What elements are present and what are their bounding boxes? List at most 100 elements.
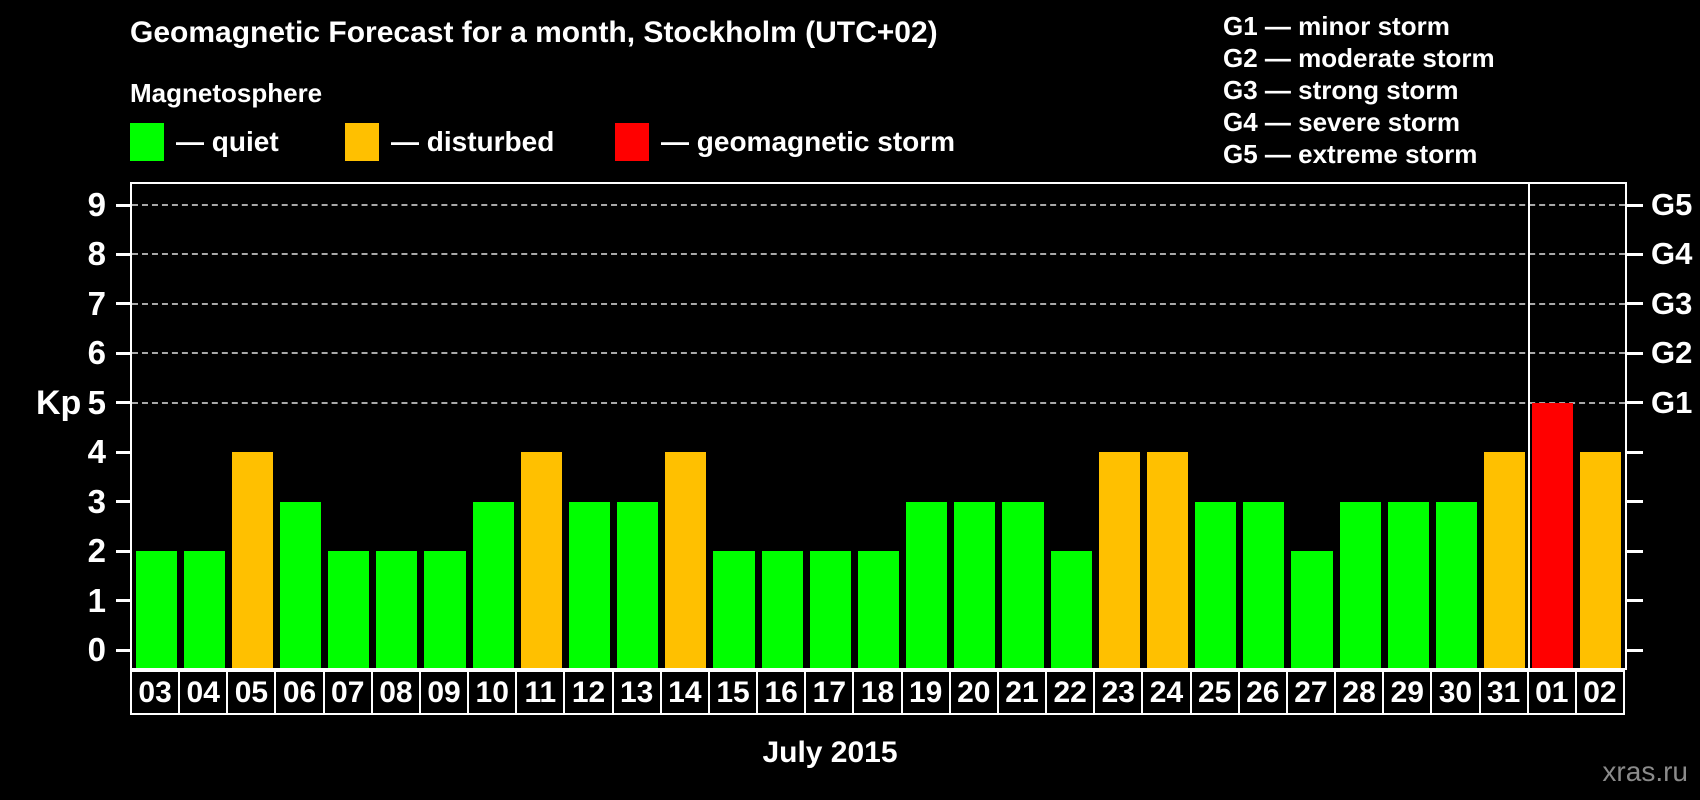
x-tick-box-08: 08 [370, 670, 421, 715]
x-tick-box-28: 28 [1334, 670, 1385, 715]
plot-area: Kp 03 04 05 06 07 08 09 10 11 12 13 14 15 16 17 18 19 20 2… [36, 182, 1692, 715]
bar-day-21 [1002, 501, 1044, 668]
right-tick-kp0 [1627, 648, 1643, 652]
x-tick-box-17: 17 [804, 670, 855, 715]
gridline-kp6 [132, 352, 1625, 355]
left-tick-kp3 [116, 500, 130, 504]
x-axis-title-month: July 2015 [762, 736, 898, 769]
gridline-kp8 [132, 253, 1625, 256]
x-tick-box-22: 22 [1045, 670, 1096, 715]
bar-day-07 [328, 551, 370, 668]
y-tick-label-7: 7 [87, 284, 106, 322]
left-tick-kp2 [116, 549, 130, 553]
x-tick-box-09: 09 [418, 670, 470, 715]
x-tick-box-30: 30 [1430, 670, 1481, 715]
right-tick-kp5 [1627, 401, 1643, 405]
legend-item-disturbed: — disturbed [345, 122, 554, 162]
right-tick-kp9 [1627, 203, 1643, 207]
bar-day-17 [809, 551, 851, 668]
x-tick-box-27: 27 [1285, 670, 1337, 715]
x-tick-box-14: 14 [659, 670, 710, 715]
x-tick-box-01: 01 [1526, 670, 1577, 715]
right-tick-kp3 [1627, 500, 1643, 504]
x-tick-box-19: 19 [900, 670, 951, 715]
y-tick-label-9: 9 [87, 186, 106, 223]
right-tick-kp7 [1627, 302, 1643, 306]
bar-day-25 [1195, 501, 1237, 668]
bar-day-30 [1435, 501, 1477, 668]
left-tick-kp8 [116, 252, 130, 256]
g-scale-label-g5: G5 [1651, 187, 1693, 222]
bar-day-08 [376, 551, 418, 668]
right-tick-kp4 [1627, 450, 1643, 454]
gridline-kp9 [132, 204, 1625, 206]
watermark-xras: xras.ru [1602, 756, 1688, 787]
bar-day-23 [1098, 452, 1140, 668]
x-tick-box-31: 31 [1478, 670, 1529, 715]
legend-storm-label: — geomagnetic storm [661, 126, 956, 157]
gridline-kp7 [132, 302, 1625, 305]
left-tick-kp4 [116, 450, 130, 454]
magnetosphere-label: Magnetosphere [130, 78, 323, 108]
x-tick-box-25: 25 [1189, 670, 1240, 715]
right-tick-kp1 [1627, 599, 1643, 603]
x-tick-box-11: 11 [515, 670, 566, 715]
g-scale-label-g1: G1 [1651, 384, 1693, 420]
right-tick-kp6 [1627, 351, 1643, 355]
bar-day-16 [761, 551, 803, 668]
y-tick-label-3: 3 [87, 482, 106, 520]
y-tick-label-2: 2 [87, 532, 106, 570]
bar-day-03 [135, 551, 177, 668]
bar-day-05 [231, 452, 273, 668]
bar-day-11 [520, 452, 562, 668]
bar-day-10 [472, 501, 514, 668]
bar-day-26 [1243, 501, 1285, 668]
bar-day-18 [857, 551, 900, 668]
x-tick-box-07: 07 [322, 670, 373, 715]
y-tick-label-5: 5 [87, 383, 106, 421]
storm-color-swatch [615, 123, 649, 161]
y-tick-label-4: 4 [87, 433, 106, 471]
y-tick-label-6: 6 [87, 334, 106, 372]
y-axis-title-kp: Kp [36, 384, 82, 422]
g5-legend-line: G5 — extreme storm [1223, 139, 1478, 169]
right-tick-kp2 [1627, 549, 1643, 553]
x-axis-day-labels: 03 04 05 06 07 08 09 10 11 12 13 14 15 16 17 18 19 20 21 22… [130, 670, 1627, 715]
x-tick-box-06: 06 [274, 670, 325, 715]
left-tick-kp6 [116, 351, 130, 355]
bar-day-14 [665, 452, 707, 668]
x-tick-box-21: 21 [996, 670, 1048, 715]
right-tick-kp8 [1627, 252, 1643, 256]
x-tick-box-18: 18 [852, 670, 903, 715]
x-tick-box-03: 03 [130, 670, 181, 715]
bar-day-06 [279, 501, 322, 668]
x-tick-box-02: 02 [1574, 670, 1625, 715]
chart-title: Geomagnetic Forecast for a month, Stockh… [130, 16, 938, 49]
x-tick-box-13: 13 [611, 670, 662, 715]
quiet-color-swatch [130, 123, 164, 161]
bar-day-13 [617, 501, 659, 668]
bar-day-29 [1387, 501, 1429, 668]
g2-legend-line: G2 — moderate storm [1223, 43, 1495, 73]
x-tick-box-15: 15 [707, 670, 759, 715]
bar-day-27 [1291, 551, 1333, 668]
legend-item-quiet: — quiet [130, 122, 279, 162]
left-tick-kp5 [116, 401, 130, 405]
plot-inner: Kp 03 04 05 06 07 08 09 10 11 12 13 14 15 16 17 18 19 20 2… [36, 184, 1692, 715]
left-tick-kp9 [116, 203, 130, 207]
x-tick-box-24: 24 [1141, 670, 1192, 715]
disturbed-color-swatch [345, 123, 379, 161]
month-boundary-line [1527, 184, 1530, 668]
legend-disturbed-label: — disturbed [391, 126, 555, 157]
x-tick-box-10: 10 [467, 670, 518, 715]
bar-day-02 [1580, 452, 1622, 668]
g3-legend-line: G3 — strong storm [1223, 75, 1459, 105]
x-tick-box-12: 12 [563, 670, 614, 715]
bar-day-04 [183, 551, 225, 668]
legend-item-storm: — geomagnetic storm [615, 122, 955, 162]
y-tick-label-0: 0 [87, 631, 106, 668]
gridline-kp5 [132, 401, 1625, 404]
bar-day-19 [906, 501, 948, 668]
g4-legend-line: G4 — severe storm [1223, 107, 1461, 137]
bar-day-31 [1484, 452, 1526, 668]
